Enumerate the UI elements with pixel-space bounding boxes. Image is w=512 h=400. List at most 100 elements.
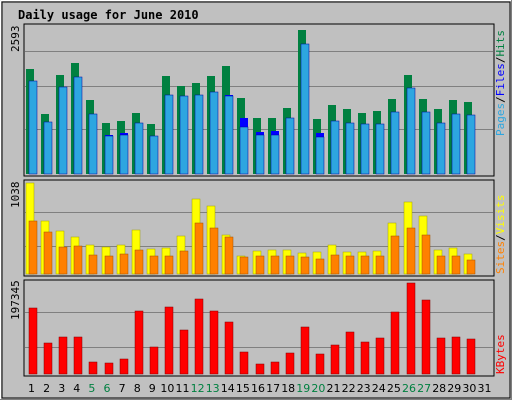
bar-kbytes — [375, 337, 385, 375]
panel-middle-ymax: 1038 — [9, 182, 22, 209]
x-tick-label: 21 — [327, 382, 341, 395]
bar-kbytes — [255, 363, 265, 375]
bar-kbytes — [270, 361, 280, 375]
bar-sites — [88, 254, 98, 275]
bar-sites — [466, 259, 476, 275]
bar-sites — [406, 227, 416, 275]
x-tick-label: 19 — [296, 382, 310, 395]
bar-pages — [390, 111, 400, 175]
bar-pages — [315, 136, 325, 175]
bar-sites — [179, 250, 189, 275]
bar-sites — [300, 256, 310, 275]
legend-visits: Visits — [494, 195, 507, 235]
bar-pages — [466, 114, 476, 175]
bar-sites — [315, 258, 325, 275]
bar-pages — [43, 121, 53, 175]
x-tick-label: 3 — [58, 382, 65, 395]
x-tick-label: 23 — [357, 382, 371, 395]
bar-pages — [239, 126, 249, 175]
x-tick-label: 2 — [43, 382, 50, 395]
bar-pages — [436, 122, 446, 175]
x-tick-label: 11 — [176, 382, 190, 395]
bar-kbytes — [436, 337, 446, 375]
bar-kbytes — [224, 321, 234, 375]
bar-sites — [330, 254, 340, 275]
bar-sites — [209, 227, 219, 275]
x-tick-label: 9 — [149, 382, 156, 395]
legend-slash: / — [494, 57, 507, 64]
bar-kbytes — [239, 351, 249, 375]
bar-kbytes — [209, 310, 219, 375]
legend-top: Pages/Files/Hits — [494, 30, 507, 136]
panel-top-ymax: 2593 — [9, 26, 22, 53]
bar-sites — [375, 255, 385, 275]
x-tick-label: 6 — [104, 382, 111, 395]
x-tick-label: 4 — [73, 382, 80, 395]
bar-pages — [375, 123, 385, 175]
bar-kbytes — [466, 338, 476, 375]
bar-pages — [149, 135, 159, 175]
x-tick-label: 27 — [417, 382, 431, 395]
bar-kbytes — [149, 346, 159, 375]
bar-kbytes — [330, 344, 340, 375]
x-tick-label: 16 — [251, 382, 265, 395]
x-tick-label: 18 — [281, 382, 295, 395]
bar-kbytes — [104, 362, 114, 375]
bar-sites — [451, 255, 461, 275]
panel-top: 2593 — [9, 23, 495, 177]
x-tick-label: 29 — [447, 382, 461, 395]
bar-kbytes — [28, 307, 38, 375]
legend-bottom: KBytes — [494, 334, 507, 374]
bar-sites — [149, 255, 159, 275]
bar-pages — [255, 134, 265, 175]
bar-pages — [451, 113, 461, 175]
bar-pages — [164, 94, 174, 175]
bar-pages — [285, 117, 295, 175]
panel-bottom-ymax: 197345 — [9, 280, 22, 320]
panel-top-bars — [26, 30, 476, 175]
bar-pages — [209, 91, 219, 175]
bar-kbytes — [58, 336, 68, 375]
bar-pages — [88, 113, 98, 175]
bar-sites — [270, 255, 280, 275]
bar-kbytes — [345, 331, 355, 375]
bar-pages — [28, 80, 38, 175]
bar-kbytes — [194, 298, 204, 375]
bar-sites — [119, 253, 129, 275]
bar-sites — [285, 255, 295, 275]
x-tick-label: 17 — [266, 382, 280, 395]
x-tick-label: 22 — [342, 382, 356, 395]
bar-sites — [360, 255, 370, 275]
panel-bottom-bars — [28, 282, 476, 375]
bar-kbytes — [119, 358, 129, 375]
bar-pages — [360, 123, 370, 175]
bar-sites — [239, 256, 249, 275]
bar-pages — [179, 95, 189, 175]
panel-bottom: 197345 — [9, 279, 495, 377]
legend-kbytes: KBytes — [494, 334, 507, 374]
bar-pages — [58, 86, 68, 175]
bar-pages — [300, 43, 310, 175]
bar-kbytes — [43, 342, 53, 375]
bar-kbytes — [406, 282, 416, 375]
x-tick-label: 10 — [160, 382, 174, 395]
bar-sites — [58, 246, 68, 275]
bar-kbytes — [300, 326, 310, 375]
bar-sites — [255, 255, 265, 275]
legend-pages: Pages — [494, 103, 507, 136]
legend-slash: / — [494, 234, 507, 241]
bar-sites — [164, 255, 174, 275]
legend-middle: Sites/Visits — [494, 195, 507, 275]
bar-kbytes — [451, 336, 461, 375]
bar-kbytes — [134, 310, 144, 375]
x-tick-label: 12 — [191, 382, 205, 395]
bar-pages — [421, 111, 431, 175]
x-axis-labels: 1 2 3 4 5 6 7 8 9 10 11 12 13 14 15 16 17 18 19 20 21 22 23 24 2… — [28, 382, 492, 395]
x-tick-label: 26 — [402, 382, 416, 395]
bar-kbytes — [285, 352, 295, 375]
bar-kbytes — [315, 353, 325, 375]
bar-kbytes — [73, 336, 83, 375]
bar-sites — [421, 234, 431, 275]
bar-pages — [73, 76, 83, 175]
